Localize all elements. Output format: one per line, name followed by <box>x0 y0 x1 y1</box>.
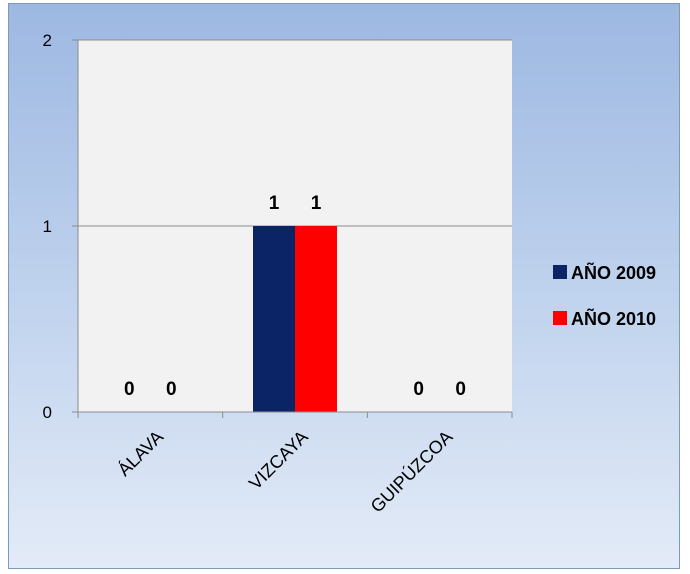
data-labels: 0 0 1 1 0 0 <box>124 193 466 400</box>
bar-1-1 <box>295 226 337 412</box>
data-label-2-1: 0 <box>455 379 466 400</box>
data-label-1-0: 1 <box>269 193 280 214</box>
x-tick-labels: ÁLAVA VIZCAYA GUIPÚZCOA <box>114 426 457 517</box>
legend-label-1: AÑO 2010 <box>571 308 656 329</box>
data-label-0-0: 0 <box>124 379 135 400</box>
y-tick-label-1: 1 <box>43 217 52 236</box>
data-label-2-0: 0 <box>413 379 424 400</box>
y-tick-label-0: 0 <box>43 403 52 422</box>
data-label-1-1: 1 <box>311 193 322 214</box>
bar-1-0 <box>253 226 295 412</box>
bars <box>253 226 337 412</box>
x-tick-label-0: ÁLAVA <box>114 427 167 480</box>
x-tick-label-2: GUIPÚZCOA <box>366 426 457 517</box>
y-tick-labels: 0 1 2 <box>43 31 52 422</box>
y-tick-label-2: 2 <box>43 31 52 50</box>
legend-swatch-1 <box>553 311 567 325</box>
axes <box>72 39 513 418</box>
legend-label-0: AÑO 2009 <box>571 262 656 283</box>
data-label-0-1: 0 <box>166 379 177 400</box>
legend-swatch-0 <box>553 265 567 279</box>
legend: AÑO 2009 AÑO 2010 <box>553 262 656 329</box>
x-tick-label-1: VIZCAYA <box>245 427 312 494</box>
